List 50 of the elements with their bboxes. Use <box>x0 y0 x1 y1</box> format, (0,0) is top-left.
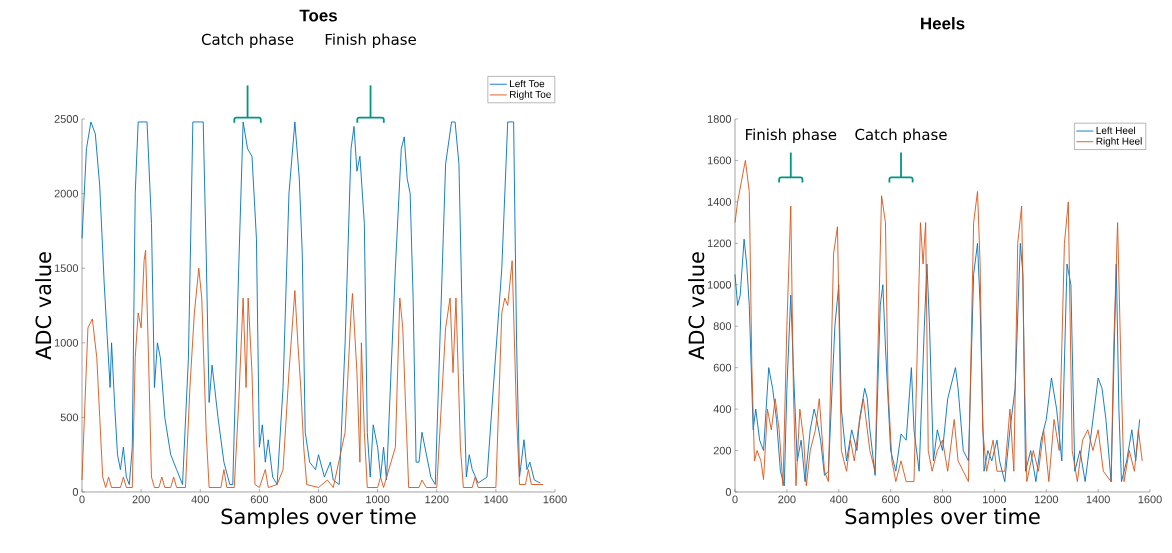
x-tick-label: 1200 <box>1034 495 1059 504</box>
y-tick-label: 400 <box>713 405 732 413</box>
x-tick-label: 1400 <box>1086 495 1110 504</box>
y-tick-label: 2500 <box>54 115 79 123</box>
y-tick-label: 1000 <box>54 338 79 347</box>
y-tick-label: 2000 <box>54 189 79 198</box>
x-tick-label: 600 <box>250 495 269 504</box>
y-tick-label: 0 <box>725 488 732 496</box>
legend-label: Left Heel <box>1096 126 1135 134</box>
x-tick-label: 800 <box>309 495 328 504</box>
y-tick-label: 1600 <box>707 156 732 165</box>
x-tick-label: 0 <box>732 495 738 504</box>
y-tick-label: 0 <box>72 488 79 496</box>
line-series <box>81 121 541 485</box>
annotation: Catch phase <box>855 128 947 143</box>
x-tick-label: 600 <box>882 495 900 504</box>
y-tick-label: 500 <box>60 413 79 422</box>
text: Finish phase <box>325 33 416 48</box>
x-axis-title: Samples over time <box>221 508 416 529</box>
y-axis-title: ADC value <box>35 252 52 360</box>
x-tick-label: 1000 <box>366 495 390 504</box>
x-tick-label: 1600 <box>1138 495 1162 504</box>
x-axis-title: Samples over time <box>845 508 1040 529</box>
y-tick-label: 1200 <box>707 239 732 248</box>
x-tick-label: 0 <box>79 495 85 504</box>
x-tick-label: 1000 <box>983 495 1007 504</box>
y-tick-label: 200 <box>713 446 732 455</box>
y-tick-label: 1800 <box>707 115 732 123</box>
x-tick-label: 1600 <box>543 495 567 504</box>
x-tick-label: 1200 <box>425 495 449 504</box>
y-tick-label: 1000 <box>707 280 732 289</box>
chart-title: Toes <box>299 9 337 22</box>
legend-label: Right Heel <box>1096 137 1142 147</box>
x-tick-label: 200 <box>132 495 150 504</box>
x-tick-label: 1400 <box>484 495 508 504</box>
x-tick-label: 400 <box>191 495 209 504</box>
line-series <box>81 249 544 488</box>
x-tick-label: 400 <box>829 495 848 504</box>
chart-title: Heels <box>921 17 965 30</box>
x-tick-label: 200 <box>778 495 796 504</box>
y-tick-label: 1500 <box>54 264 79 273</box>
y-tick-label: 800 <box>713 322 732 331</box>
legend-label: Left Toe <box>510 79 545 88</box>
x-tick-label: 800 <box>933 495 952 504</box>
y-tick-label: 1400 <box>707 198 732 206</box>
y-tick-label: 600 <box>713 363 732 372</box>
annotation: Finish phase <box>746 128 837 143</box>
text: Catch phase <box>201 33 294 48</box>
legend-label: Right Toe <box>510 90 551 100</box>
y-axis-title: ADC value <box>688 252 705 360</box>
